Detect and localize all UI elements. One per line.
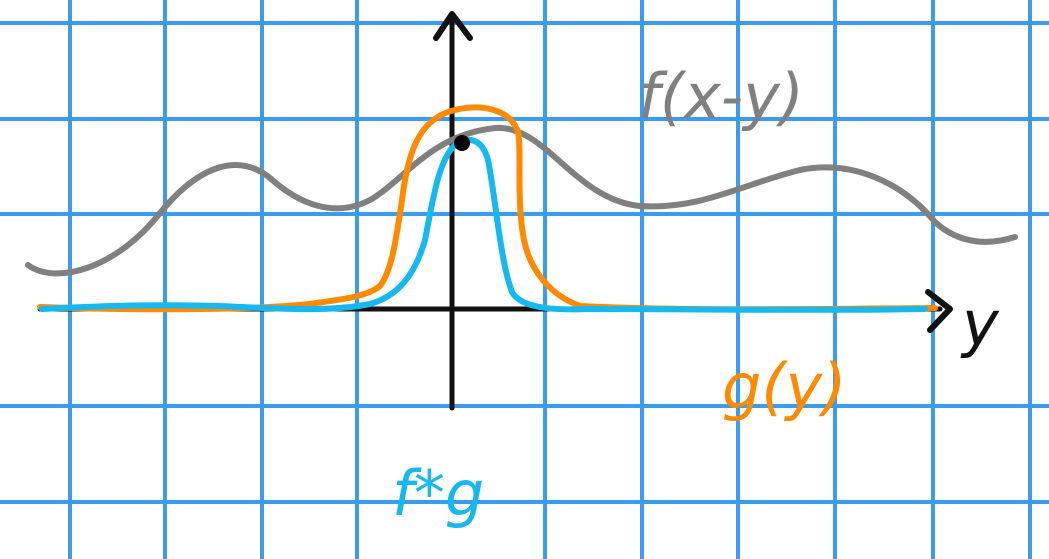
intersection-point [454,135,470,151]
horizontal-axis-arrow [925,289,953,333]
vertical-axis-arrow [433,11,473,41]
f-shifted-label: f(x-y) [638,60,804,133]
axis-y-label: y [960,287,1000,360]
convolution-label: f*g [392,457,484,530]
g-label: g(y) [722,350,846,423]
f-shifted-curve [25,124,1018,277]
